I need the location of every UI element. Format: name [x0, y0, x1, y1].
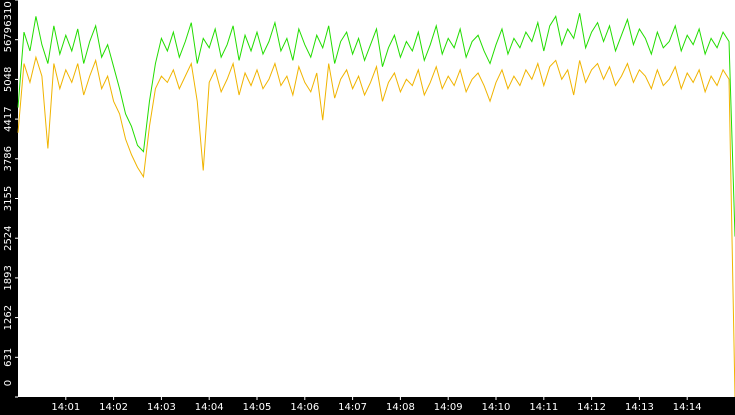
- x-tick-label: 14:01: [51, 402, 80, 413]
- y-tick-label: 3155: [3, 186, 14, 211]
- series-line: [17, 13, 735, 237]
- y-tick-label: 5679: [3, 27, 14, 52]
- x-tick-label: 14:14: [673, 402, 702, 413]
- x-tick-label: 14:06: [290, 402, 319, 413]
- x-tick-label: 14:09: [434, 402, 463, 413]
- y-tick-label: 1893: [3, 265, 14, 290]
- x-tick-label: 14:04: [195, 402, 224, 413]
- x-tick-label: 14:10: [482, 402, 511, 413]
- x-tick-label: 14:05: [243, 402, 272, 413]
- y-tick-label: 5048: [3, 67, 14, 92]
- y-tick-label: 6310: [3, 1, 14, 26]
- y-tick-label: 631: [3, 348, 14, 367]
- x-tick-label: 14:03: [147, 402, 176, 413]
- series-line: [17, 55, 735, 398]
- x-tick-label: 14:08: [386, 402, 415, 413]
- x-tick-label: 14:07: [338, 402, 367, 413]
- x-tick-label: 14:02: [99, 402, 128, 413]
- x-tick-label: 14:11: [529, 402, 558, 413]
- x-tick-label: 14:12: [577, 402, 606, 413]
- y-tick-label: 1262: [3, 305, 14, 330]
- y-tick-label: 4417: [3, 106, 14, 131]
- y-axis-strip: [0, 0, 18, 415]
- x-axis-strip: [0, 397, 735, 415]
- y-tick-label: 0: [3, 380, 14, 386]
- y-tick-label: 3786: [3, 146, 14, 171]
- y-tick-label: 2524: [3, 225, 14, 250]
- x-tick-label: 14:13: [625, 402, 654, 413]
